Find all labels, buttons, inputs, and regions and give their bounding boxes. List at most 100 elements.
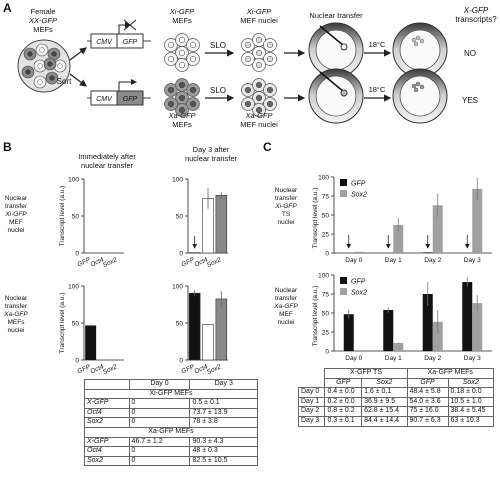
y-axis-label: Transcript level (a.u.) <box>312 286 319 347</box>
tb-group1: Xi-GFP MEFs <box>84 388 258 400</box>
cell-nucleus <box>49 75 55 81</box>
table-b: Day 0 Day 3 Xi-GFP MEFs X-GFP 0 0.5 ± 0.1 O… <box>84 379 258 467</box>
y-tick-label: 0 <box>179 251 183 258</box>
y-tick-label: 50 <box>176 214 184 221</box>
tb-r4-1: 46.7 ± 1.2 <box>128 436 191 448</box>
cell-nucleus <box>178 49 186 57</box>
y-tick-label: 50 <box>322 213 330 220</box>
y-axis-label: Transcript level (a.u.) <box>59 186 66 247</box>
cell-nucleus <box>189 41 197 49</box>
tc-h2-3: GFP <box>420 378 435 386</box>
cell-nucleus <box>167 41 175 49</box>
xi-gfp-mef-cluster <box>164 33 200 72</box>
construct-xi <box>87 19 151 49</box>
cell-nucleus <box>39 47 45 53</box>
tb-r5-2: 48 ± 0.3 <box>189 446 258 457</box>
table-c: X-GFP TS Xa-GFP MEFs GFP Sox2 GFP Sox2 Day 0… <box>297 368 495 427</box>
xa-nuclei-label-1: Xa-GFP <box>244 111 272 120</box>
cell-nucleus <box>167 100 175 108</box>
bar <box>462 282 473 351</box>
cell-nucleus <box>255 61 263 69</box>
cell-nucleus <box>178 61 186 69</box>
x-tick-label: Sox2 <box>102 363 119 376</box>
tc-h2-0 <box>299 378 325 388</box>
tb-r3-0: Sox2 <box>87 418 103 426</box>
svg-text:transfer: transfer <box>275 195 298 202</box>
cell-nucleus <box>189 55 197 63</box>
bar <box>383 309 394 351</box>
bar <box>422 294 433 351</box>
cell-nucleus <box>266 100 274 108</box>
tc-h1-2: Xa-GFP MEFs <box>406 368 494 379</box>
cell-nucleus <box>189 100 197 108</box>
xi-mefs-label-2: MEFs <box>172 16 192 25</box>
tc-cell: 0.8 ± 0.2 <box>324 406 363 417</box>
oocyte-transfer-bottom <box>308 68 364 124</box>
y-tick-label: 25 <box>322 330 330 337</box>
legend-swatch <box>340 190 347 197</box>
tc-cell: Day 0 <box>297 387 326 398</box>
temp-label-top: 18°C <box>369 40 386 49</box>
bar <box>202 324 214 361</box>
construct-xa <box>87 79 151 106</box>
svg-text:Nuclear: Nuclear <box>275 187 298 194</box>
question-label-1: X-GFP <box>463 6 489 15</box>
tb-r6-0: Sox2 <box>87 456 103 464</box>
y-tick-label: 0 <box>75 358 79 365</box>
xi-nuclei-label-2: MEF nuclei <box>240 16 278 25</box>
tc-cell: 62.8 ± 15.4 <box>361 406 408 417</box>
tb-r2-1: 0 <box>128 407 191 419</box>
cell-nucleus <box>244 86 252 94</box>
tc-cell: 0.4 ± 0.0 <box>324 387 363 398</box>
svg-text:MEF: MEF <box>279 311 293 318</box>
tc-cell: Day 1 <box>297 396 326 408</box>
tb-r6-1: 0 <box>128 455 191 467</box>
svg-text:MEFs: MEFs <box>8 319 26 326</box>
svg-text:MEF: MEF <box>9 219 23 226</box>
svg-text:Xi-GFP: Xi-GFP <box>4 211 27 218</box>
table-row: Day 1 0.2 ± 0.0 36.9 ± 9.5 54.0 ± 3.6 10.5 ±… <box>297 396 495 408</box>
x-tick-label: Day 2 <box>424 355 441 362</box>
xa-mefs-label-1: Xa-GFP <box>167 111 195 120</box>
xa-mefs-label-2: MEFs <box>172 120 192 129</box>
b-col2-title-1: Day 3 after <box>193 145 230 154</box>
y-tick-label: 0 <box>325 349 329 356</box>
x-tick-label: Day 2 <box>424 257 441 264</box>
bar <box>422 252 433 253</box>
tc-cell: 0.3 ± 0.1 <box>324 415 363 427</box>
cell-nucleus <box>255 49 263 57</box>
gfp-label-top: GFP <box>123 39 138 46</box>
y-tick-label: 100 <box>68 284 79 291</box>
female-mefs-label: Female XX-GFP MEFs <box>28 7 57 34</box>
oocyte-result-top <box>392 22 448 78</box>
c-row2-label: Nuclear transfer Xa-GFP MEF nuclei <box>273 287 298 326</box>
tc-cell: 0.2 ± 0.0 <box>324 396 363 408</box>
slo-label-bottom: SLO <box>210 86 226 95</box>
b-col1-title-1: Immediately after <box>78 152 136 161</box>
nuclear-transfer-label: Nuclear transfer <box>309 11 363 20</box>
tb-head-2: Day 3 <box>189 379 258 390</box>
oocyte-result-bottom <box>392 68 448 124</box>
cell-nucleus <box>255 94 263 102</box>
cell-nucleus <box>51 51 57 57</box>
cell-nucleus <box>167 86 175 94</box>
x-tick-label: Day 3 <box>464 355 481 362</box>
x-tick-label: Day 0 <box>345 355 362 362</box>
tc-cell: 10.5 ± 1.0 <box>447 396 495 408</box>
chart-c-top: 0 25 50 75 100 Day 0 Day 1 Day 2 Day 3 GFP Sox2 <box>318 175 492 264</box>
tb-r2-2: 73.7 ± 13.9 <box>189 407 258 419</box>
y-tick-label: 25 <box>322 232 330 239</box>
answer-yes: YES <box>462 96 478 105</box>
svg-text:Xa-GFP: Xa-GFP <box>273 303 298 310</box>
tb-r5-0: Oct4 <box>87 447 102 455</box>
cell-nucleus <box>266 86 274 94</box>
chart-c-bottom: 0 25 50 75 100 Day 0 Day 1 Day 2 Day 3 GFP Sox2 <box>318 273 492 362</box>
cell-nucleus <box>266 41 274 49</box>
b-col2-title-2: nuclear transfer <box>185 154 238 163</box>
bar <box>215 194 228 254</box>
xi-nuclei-label-1: Xi-GFP <box>246 7 272 16</box>
table-row: Day 3 0.3 ± 0.1 84.4 ± 14.4 90.7 ± 6.3 63 ± … <box>297 415 495 427</box>
